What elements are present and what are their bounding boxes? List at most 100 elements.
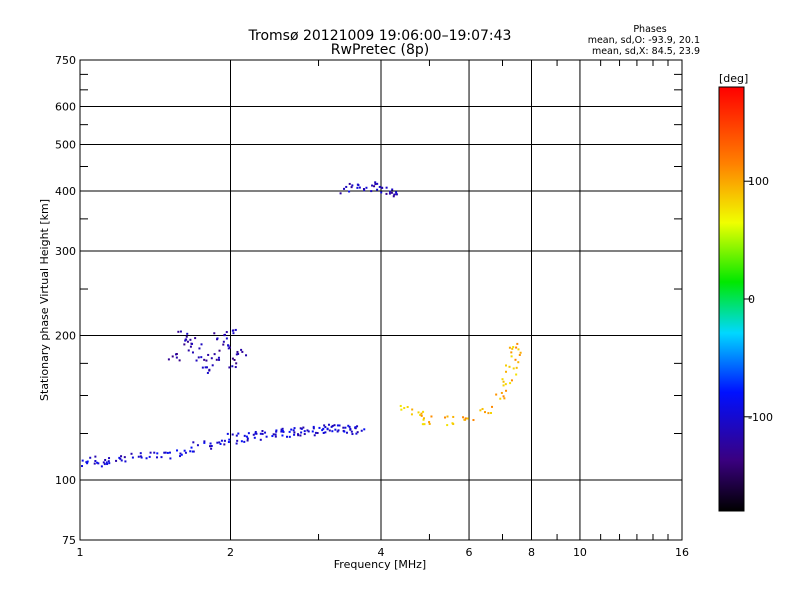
data-point bbox=[186, 332, 189, 335]
data-point bbox=[234, 366, 237, 369]
grid-layer bbox=[79, 59, 683, 541]
data-point bbox=[102, 461, 105, 464]
data-point bbox=[120, 455, 123, 458]
data-point bbox=[119, 457, 122, 460]
data-point bbox=[316, 432, 319, 435]
data-point bbox=[281, 434, 284, 437]
data-point bbox=[300, 427, 303, 430]
data-point bbox=[333, 424, 336, 427]
data-point bbox=[365, 186, 368, 189]
data-point bbox=[343, 187, 346, 190]
x-tick-label: 10 bbox=[573, 546, 587, 559]
data-point bbox=[363, 189, 366, 192]
data-point bbox=[208, 368, 211, 371]
data-point bbox=[321, 429, 324, 432]
data-point bbox=[124, 460, 127, 463]
y-axis-label: Stationary phase Virtual Height [km] bbox=[38, 199, 51, 401]
data-point bbox=[245, 354, 248, 357]
data-point bbox=[235, 442, 238, 445]
data-point bbox=[331, 424, 334, 427]
x-tick-labels: 1 2 4 6 8 10 16 bbox=[77, 546, 690, 559]
data-point bbox=[452, 423, 455, 426]
data-point bbox=[271, 435, 274, 438]
data-point bbox=[175, 352, 178, 355]
data-point bbox=[338, 424, 341, 427]
data-point bbox=[218, 441, 221, 444]
data-point bbox=[189, 338, 192, 341]
data-point bbox=[515, 366, 518, 369]
data-point bbox=[252, 433, 255, 436]
data-point bbox=[344, 426, 347, 429]
data-point bbox=[312, 427, 315, 430]
colorbar-label: [deg] bbox=[719, 72, 748, 85]
data-point bbox=[228, 346, 231, 349]
data-point bbox=[388, 192, 391, 195]
data-point bbox=[326, 428, 329, 431]
data-point bbox=[362, 188, 365, 191]
data-point bbox=[261, 432, 264, 435]
data-point bbox=[86, 460, 89, 463]
data-point bbox=[428, 421, 431, 424]
data-point bbox=[184, 338, 187, 341]
data-point bbox=[323, 424, 326, 427]
data-point bbox=[225, 331, 228, 334]
data-point bbox=[490, 412, 493, 415]
data-point bbox=[515, 346, 518, 349]
y-tick-label: 75 bbox=[62, 534, 76, 547]
data-point bbox=[195, 359, 198, 362]
x-tick-label: 8 bbox=[528, 546, 535, 559]
data-point bbox=[211, 364, 214, 367]
data-point bbox=[226, 432, 229, 435]
data-point bbox=[360, 429, 363, 432]
data-point bbox=[223, 439, 226, 442]
data-point bbox=[328, 429, 331, 432]
data-point bbox=[512, 367, 515, 370]
data-point bbox=[236, 439, 239, 442]
data-point bbox=[452, 415, 455, 418]
x-tick-label: 16 bbox=[675, 546, 689, 559]
data-point bbox=[417, 411, 420, 414]
data-point bbox=[246, 439, 249, 442]
data-point bbox=[93, 462, 96, 465]
data-point bbox=[350, 186, 353, 189]
data-point bbox=[288, 430, 291, 433]
data-point bbox=[510, 379, 513, 382]
data-point bbox=[274, 433, 277, 436]
data-point bbox=[164, 451, 167, 454]
data-point bbox=[253, 436, 256, 439]
data-point bbox=[183, 343, 186, 346]
points-layer bbox=[81, 181, 522, 468]
x-tick-label: 2 bbox=[227, 546, 234, 559]
data-point bbox=[342, 426, 345, 429]
colorbar-tick-label: -100 bbox=[748, 411, 773, 424]
data-point bbox=[512, 345, 515, 348]
data-point bbox=[247, 432, 250, 435]
data-point bbox=[322, 431, 325, 434]
data-point bbox=[481, 407, 484, 410]
data-point bbox=[515, 373, 518, 376]
data-point bbox=[303, 433, 306, 436]
data-point bbox=[240, 440, 243, 443]
data-point bbox=[191, 450, 194, 453]
data-point bbox=[491, 405, 494, 408]
data-point bbox=[510, 355, 513, 358]
data-point bbox=[178, 359, 181, 362]
data-point bbox=[218, 358, 221, 361]
y-tick-labels: 75 100 200 300 400 500 600 750 bbox=[55, 54, 76, 547]
colorbar-tick-label: 0 bbox=[748, 293, 755, 306]
phases-header: Phases bbox=[633, 24, 666, 35]
data-point bbox=[228, 366, 231, 369]
data-point bbox=[356, 183, 359, 186]
data-point bbox=[183, 449, 186, 452]
data-point bbox=[210, 447, 213, 450]
data-point bbox=[462, 416, 465, 419]
data-point bbox=[510, 351, 513, 354]
data-point bbox=[160, 456, 163, 459]
data-point bbox=[254, 432, 257, 435]
data-point bbox=[235, 434, 238, 437]
data-point bbox=[349, 427, 352, 430]
data-point bbox=[502, 384, 505, 387]
data-point bbox=[191, 351, 194, 354]
data-point bbox=[395, 193, 398, 196]
